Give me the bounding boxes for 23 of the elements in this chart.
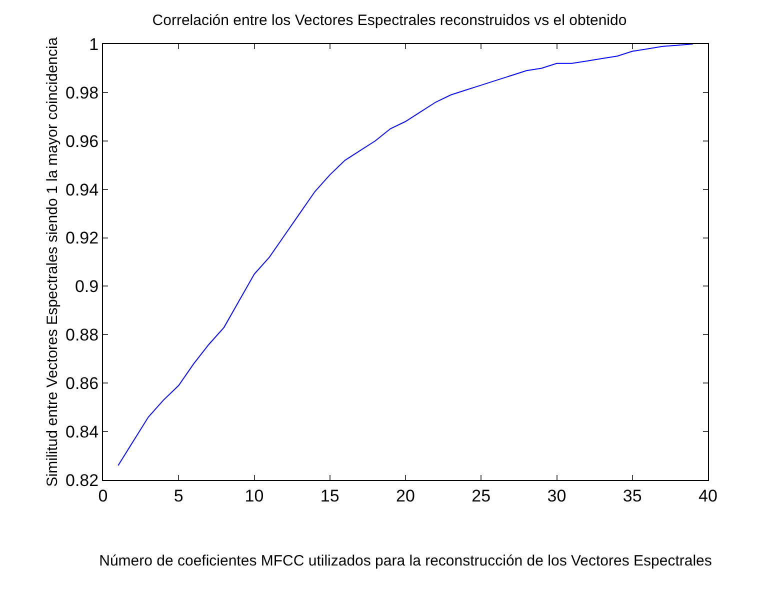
x-tick-label: 20 [396, 486, 415, 506]
y-tick-label: 0.96 [66, 132, 99, 151]
y-tick-label: 0.86 [66, 374, 99, 394]
x-tick-label: 30 [547, 486, 566, 506]
x-tick-label: 10 [244, 486, 264, 506]
x-tick-label: 5 [174, 486, 184, 506]
y-tick-label: 0.84 [66, 422, 99, 442]
x-axis-title: Número de coeficientes MFCC utilizados para la reconstrucción de los Vectores Espectrales [99, 552, 712, 570]
line-series [118, 44, 694, 466]
x-tick-label: 35 [622, 486, 642, 506]
x-tick-label: 40 [698, 486, 718, 506]
x-tick-label: 15 [320, 486, 340, 506]
x-tick-label: 0 [98, 486, 108, 506]
y-tick-label: 0.92 [66, 228, 99, 248]
y-axis-title: Similitud entre Vectores Espectrales siendo 1 la mayor coincidencia [44, 36, 61, 487]
y-tick-label: 0.88 [66, 326, 99, 345]
y-tick-label: 0.82 [66, 470, 99, 490]
y-tick-label: 1 [89, 34, 99, 54]
chart-title: Correlación entre los Vectores Espectrales reconstruidos vs el obtenido [152, 12, 627, 30]
x-tick-label: 25 [472, 486, 491, 506]
y-tick-label: 0.9 [74, 277, 99, 296]
y-tick-label: 0.98 [66, 83, 99, 102]
y-tick-label: 0.94 [66, 180, 99, 200]
